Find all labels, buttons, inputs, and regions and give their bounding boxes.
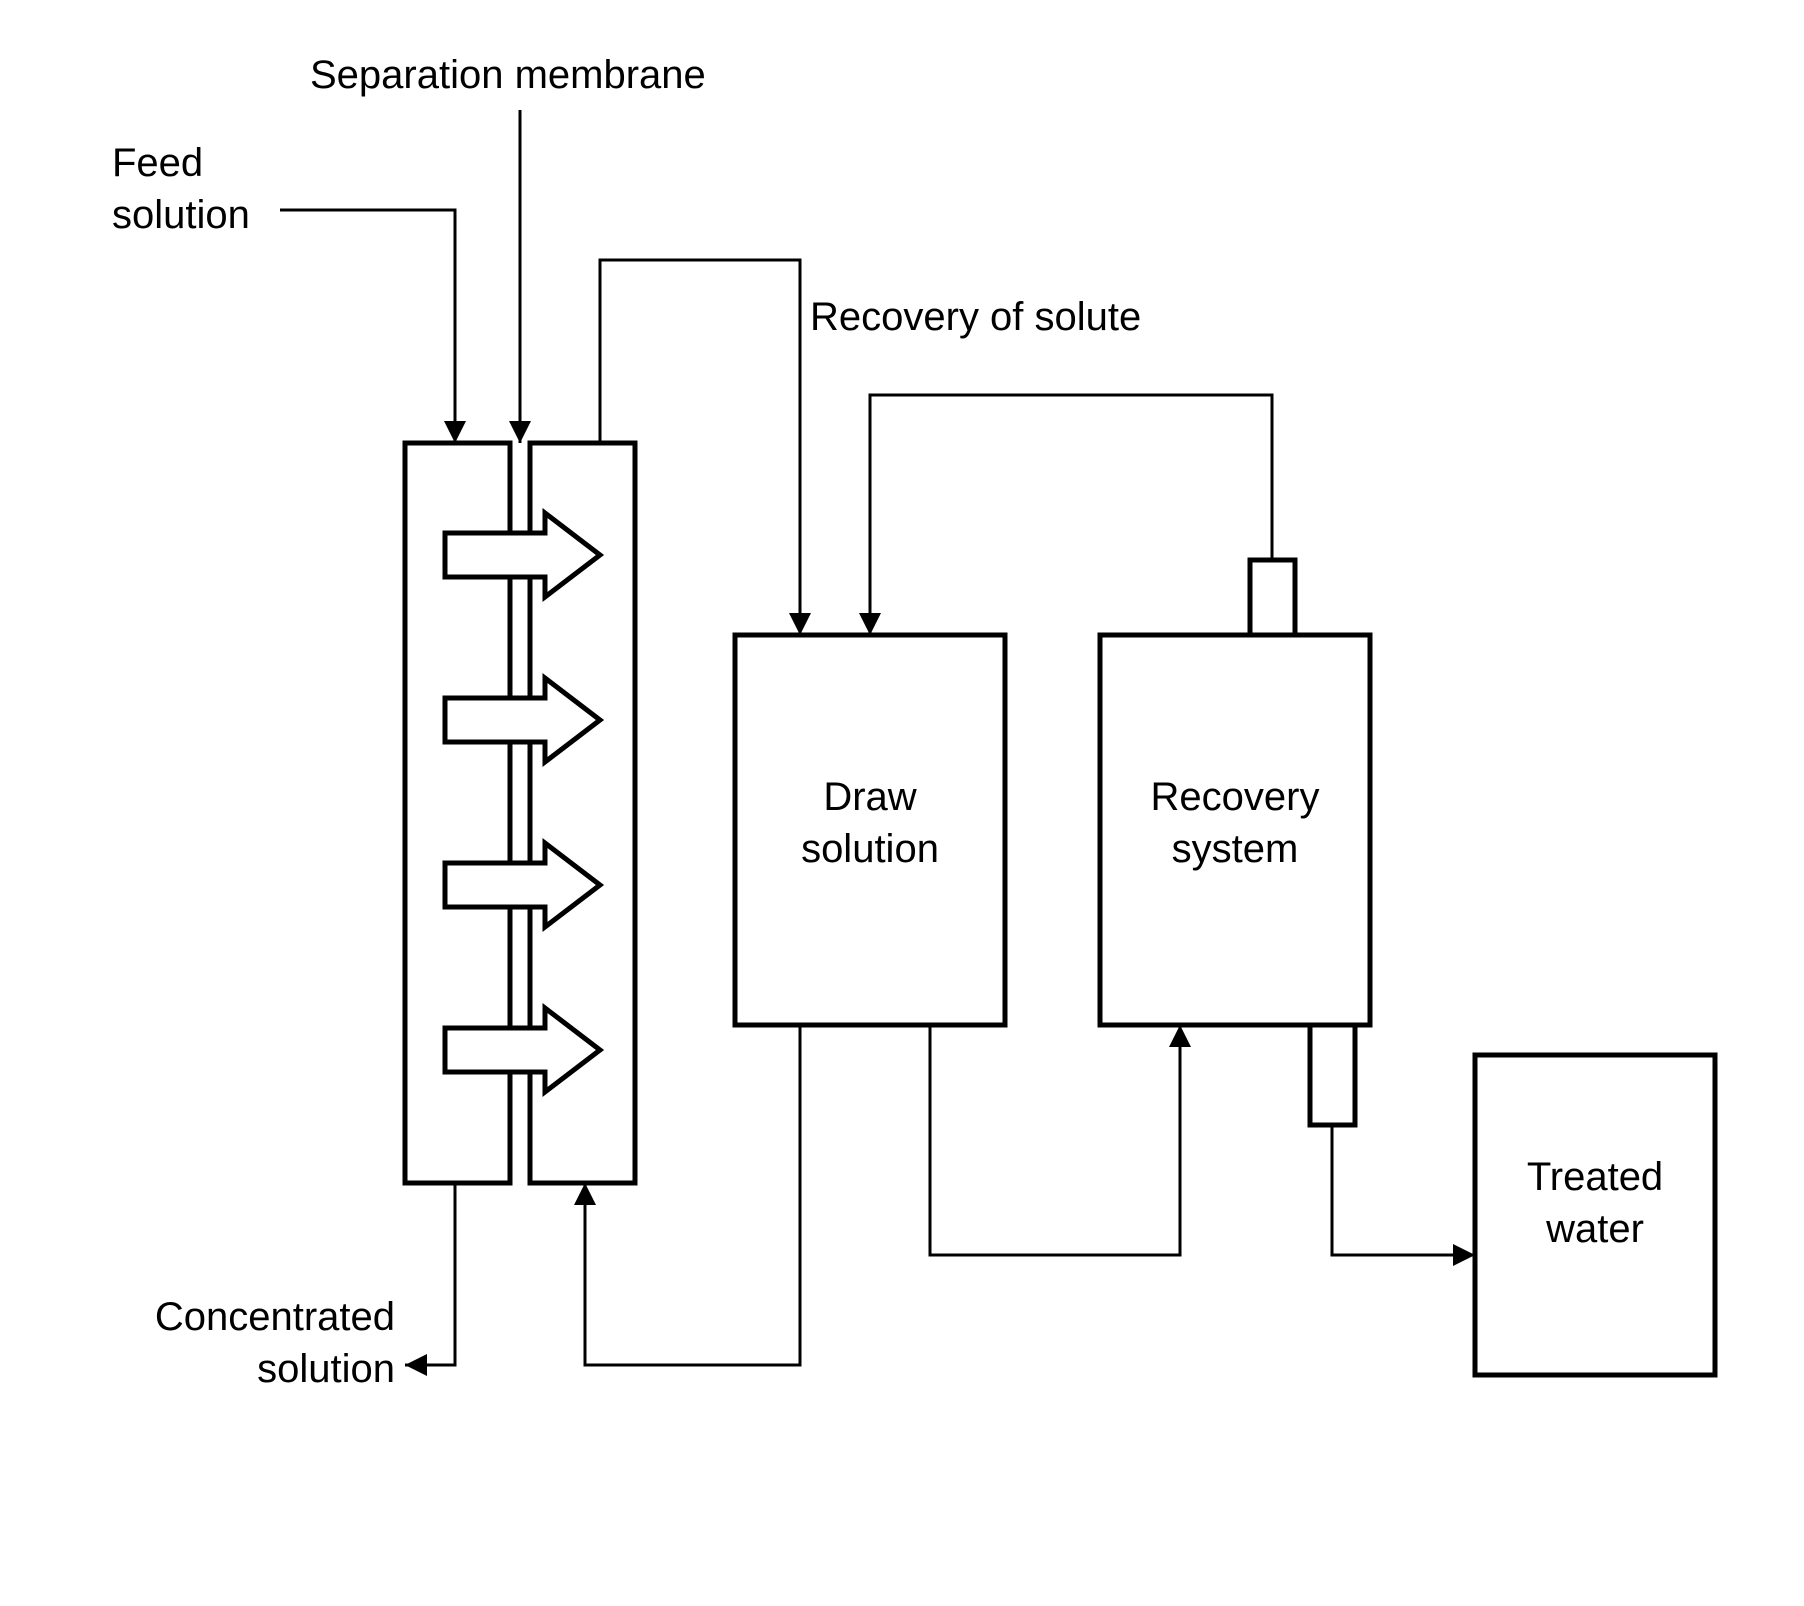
connector-feed-to-membrane [280, 210, 455, 443]
label-separation_membrane: Separation membrane [310, 53, 706, 97]
connector-draw-to-recovery [930, 1025, 1180, 1255]
connector-recovery-to-treated [1332, 1125, 1475, 1255]
connector-concentrated-out [405, 1183, 455, 1365]
label-concentrated_solution: Concentratedsolution [155, 1295, 395, 1391]
box-recovery_outlet [1310, 1025, 1355, 1125]
flowchart-canvas: Feedsolution Separation membrane Recovery … [0, 0, 1804, 1606]
label-recovery_of_solute: Recovery of solute [810, 295, 1141, 339]
label-feed_solution: Feedsolution [112, 141, 250, 237]
connector-recovery-of-solute-line [870, 395, 1272, 635]
box-recovery_inlet [1250, 560, 1295, 635]
